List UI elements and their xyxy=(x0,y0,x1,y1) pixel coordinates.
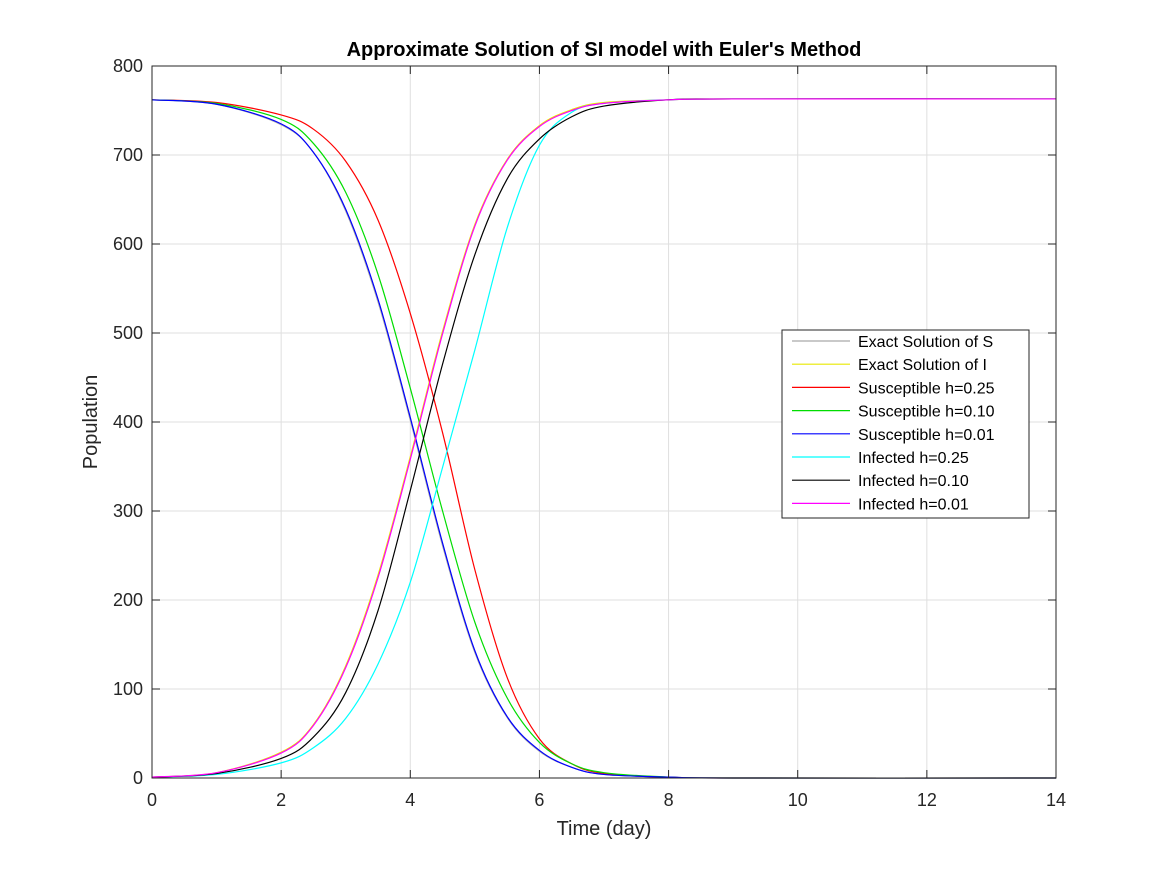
legend-label: Infected h=0.10 xyxy=(858,473,969,490)
legend-label: Infected h=0.01 xyxy=(858,496,969,513)
legend: Exact Solution of S Exact Solution of I Su… xyxy=(781,329,1030,519)
y-tick-label: 300 xyxy=(113,501,143,521)
legend-label: Susceptible h=0.10 xyxy=(858,404,995,421)
y-tick-label: 200 xyxy=(113,590,143,610)
x-tick-label: 10 xyxy=(788,790,808,810)
legend-label: Susceptible h=0.01 xyxy=(858,427,995,444)
x-tick-label: 0 xyxy=(147,790,157,810)
series-layer xyxy=(151,98,1057,779)
y-tick-label: 400 xyxy=(113,412,143,432)
x-tick-label: 6 xyxy=(534,790,544,810)
x-tick-label: 12 xyxy=(917,790,937,810)
y-axis-title: Population xyxy=(80,375,102,470)
y-tick-labels: 0 100 200 300 400 500 600 700 800 xyxy=(113,56,143,788)
y-tick-label: 800 xyxy=(113,56,143,76)
legend-label: Susceptible h=0.25 xyxy=(858,380,995,397)
series-line-5 xyxy=(151,99,1057,779)
y-tick-label: 700 xyxy=(113,145,143,165)
x-tick-labels: 0 2 4 6 8 10 12 14 xyxy=(147,790,1066,810)
y-tick-label: 100 xyxy=(113,679,143,699)
chart-title: Approximate Solution of SI model with Eu… xyxy=(347,39,862,61)
legend-label: Exact Solution of S xyxy=(858,334,993,351)
legend-label: Infected h=0.25 xyxy=(858,450,969,467)
x-tick-label: 2 xyxy=(276,790,286,810)
axis-ticks xyxy=(151,65,1057,779)
x-tick-label: 14 xyxy=(1046,790,1066,810)
x-axis-title: Time (day) xyxy=(557,818,652,840)
y-tick-label: 600 xyxy=(113,234,143,254)
y-tick-label: 500 xyxy=(113,323,143,343)
legend-label: Exact Solution of I xyxy=(858,357,987,374)
x-tick-label: 4 xyxy=(405,790,415,810)
legend-box xyxy=(781,329,1030,519)
series-line-8 xyxy=(151,98,1057,778)
x-tick-label: 8 xyxy=(664,790,674,810)
y-tick-label: 0 xyxy=(133,768,143,788)
